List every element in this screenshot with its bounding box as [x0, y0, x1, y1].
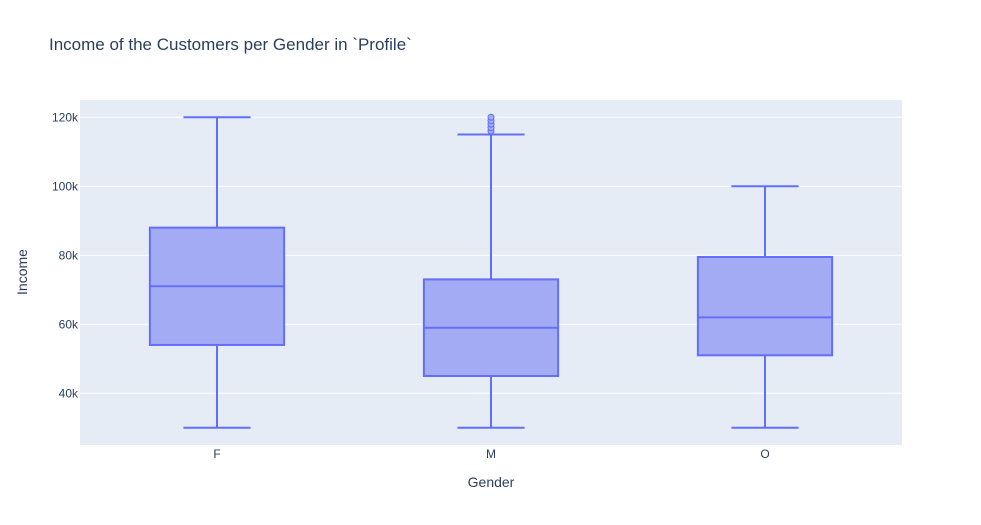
- y-tick-label: 120k: [52, 110, 79, 124]
- x-tick-label: O: [760, 447, 769, 461]
- box-series: [148, 113, 834, 429]
- x-tick-label: M: [486, 447, 496, 461]
- x-tick-label: F: [213, 447, 220, 461]
- y-axis-title: Income: [14, 249, 30, 295]
- box-O: [696, 185, 834, 429]
- y-tick-label: 60k: [59, 317, 79, 331]
- box-F: [148, 116, 286, 429]
- box-M: [422, 113, 560, 429]
- y-axis-ticks: 40k 60k 80k 100k 120k: [52, 110, 79, 400]
- x-axis-title: Gender: [468, 474, 515, 490]
- y-tick-label: 80k: [59, 248, 79, 262]
- y-tick-label: 40k: [59, 386, 79, 400]
- chart-title: Income of the Customers per Gender in `P…: [49, 35, 412, 54]
- y-tick-label: 100k: [52, 179, 79, 193]
- outlier-point: [487, 113, 495, 121]
- iqr-box: [696, 255, 834, 357]
